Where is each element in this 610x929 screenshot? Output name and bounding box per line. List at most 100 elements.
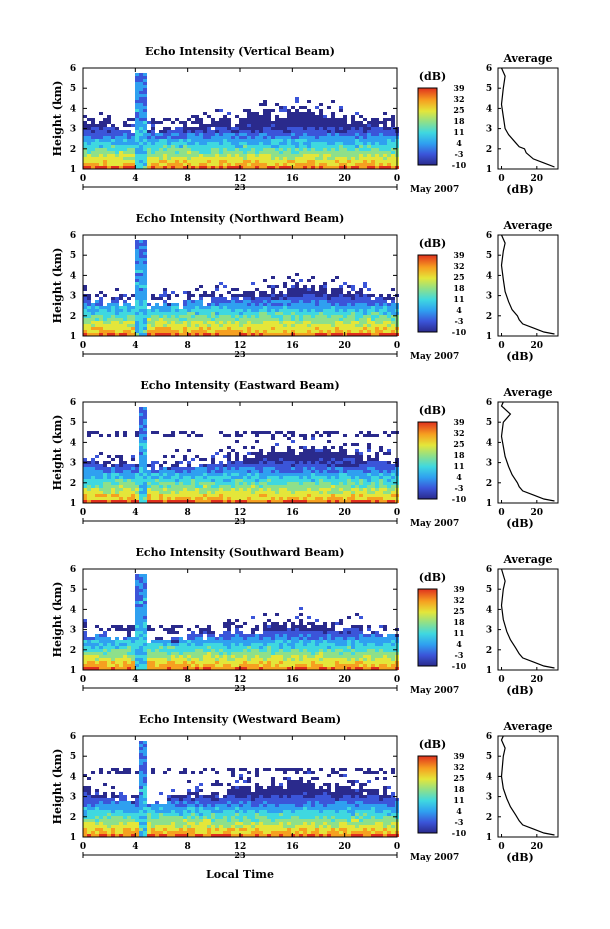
heatmap-cell — [299, 485, 303, 488]
heatmap-cell — [299, 479, 303, 482]
heatmap-cell — [191, 476, 195, 479]
heatmap-cell — [83, 482, 87, 485]
y-tick-label: 5 — [70, 84, 76, 94]
heatmap-cell — [251, 312, 255, 315]
heatmap-cell — [235, 452, 239, 455]
heatmap-cell — [139, 297, 143, 300]
heatmap-cell — [227, 458, 231, 461]
colorbar-tick-label: 25 — [453, 272, 464, 282]
heatmap-cell — [103, 330, 107, 333]
heatmap-cell — [215, 649, 219, 652]
heatmap-cell — [223, 473, 227, 476]
heatmap-cell — [135, 312, 139, 315]
heatmap-cell — [351, 124, 355, 127]
heatmap-cell — [335, 124, 339, 127]
heatmap-cell — [319, 470, 323, 473]
heatmap-cell — [131, 139, 135, 142]
heatmap-cell — [135, 279, 139, 282]
heatmap-cell — [343, 309, 347, 312]
heatmap-cell — [235, 300, 239, 303]
heatmap-cell — [239, 646, 243, 649]
heatmap-cell — [299, 655, 303, 658]
heatmap-cell — [179, 649, 183, 652]
heatmap-cell — [295, 291, 299, 294]
heatmap-cell — [235, 661, 239, 664]
heatmap-cell — [143, 652, 147, 655]
heatmap-cell — [303, 166, 307, 169]
heatmap-cell — [299, 327, 303, 330]
heatmap-cell — [111, 306, 115, 309]
heatmap-cell — [331, 497, 335, 500]
heatmap-cell — [227, 157, 231, 160]
heatmap-cell — [291, 482, 295, 485]
heatmap-cell — [171, 312, 175, 315]
heatmap-cell — [99, 121, 103, 124]
heatmap-cell — [215, 285, 219, 288]
heatmap-cell — [199, 306, 203, 309]
heatmap-cell — [171, 628, 175, 631]
heatmap-cell — [143, 440, 147, 443]
heatmap-cell — [243, 142, 247, 145]
heatmap-cell — [387, 333, 391, 336]
heatmap-cell — [119, 649, 123, 652]
heatmap-cell — [199, 121, 203, 124]
heatmap-cell — [299, 303, 303, 306]
heatmap-cell — [327, 461, 331, 464]
heatmap-cell — [115, 324, 119, 327]
heatmap-cell — [275, 145, 279, 148]
heatmap-cell — [331, 309, 335, 312]
heatmap-cell — [91, 121, 95, 124]
heatmap-cell — [319, 297, 323, 300]
heatmap-cell — [367, 312, 371, 315]
heatmap-cell — [303, 467, 307, 470]
heatmap-cell — [363, 461, 367, 464]
heatmap-cell — [215, 321, 219, 324]
heatmap-cell — [211, 145, 215, 148]
heatmap-cell — [83, 288, 87, 291]
heatmap-cell — [255, 637, 259, 640]
heatmap-cell — [199, 127, 203, 130]
heatmap-cell — [135, 106, 139, 109]
heatmap-cell — [307, 142, 311, 145]
heatmap-cell — [87, 333, 91, 336]
heatmap-cell — [379, 160, 383, 163]
heatmap-cell — [271, 473, 275, 476]
heatmap-cell — [247, 333, 251, 336]
heatmap-cell — [243, 312, 247, 315]
heatmap-cell — [243, 133, 247, 136]
heatmap-cell — [303, 667, 307, 670]
heatmap-cell — [263, 291, 267, 294]
heatmap-cell — [367, 124, 371, 127]
heatmap-cell — [267, 109, 271, 112]
heatmap-cell — [315, 449, 319, 452]
heatmap-cell — [299, 288, 303, 291]
heatmap-cell — [147, 163, 151, 166]
heatmap-cell — [303, 106, 307, 109]
heatmap-cell — [299, 294, 303, 297]
heatmap-cell — [167, 649, 171, 652]
heatmap-cell — [163, 130, 167, 133]
heatmap-cell — [135, 583, 139, 586]
heatmap-cell — [267, 148, 271, 151]
heatmap-cell — [111, 470, 115, 473]
heatmap-cell — [279, 628, 283, 631]
heatmap-cell — [335, 324, 339, 327]
heatmap-cell — [247, 470, 251, 473]
heatmap-cell — [87, 312, 91, 315]
heatmap-cell — [83, 163, 87, 166]
heatmap-cell — [155, 297, 159, 300]
heatmap-cell — [343, 148, 347, 151]
heatmap-cell — [359, 491, 363, 494]
heatmap-cell — [95, 163, 99, 166]
heatmap-cell — [163, 151, 167, 154]
heatmap-cell — [103, 646, 107, 649]
avg-y-tick-label: 4 — [486, 438, 492, 448]
heatmap-cell — [271, 130, 275, 133]
heatmap-cell — [131, 494, 135, 497]
heatmap-cell — [151, 464, 155, 467]
heatmap-cell — [135, 667, 139, 670]
heatmap-cell — [251, 282, 255, 285]
heatmap-cell — [291, 306, 295, 309]
heatmap-cell — [323, 157, 327, 160]
heatmap-cell — [319, 434, 323, 437]
